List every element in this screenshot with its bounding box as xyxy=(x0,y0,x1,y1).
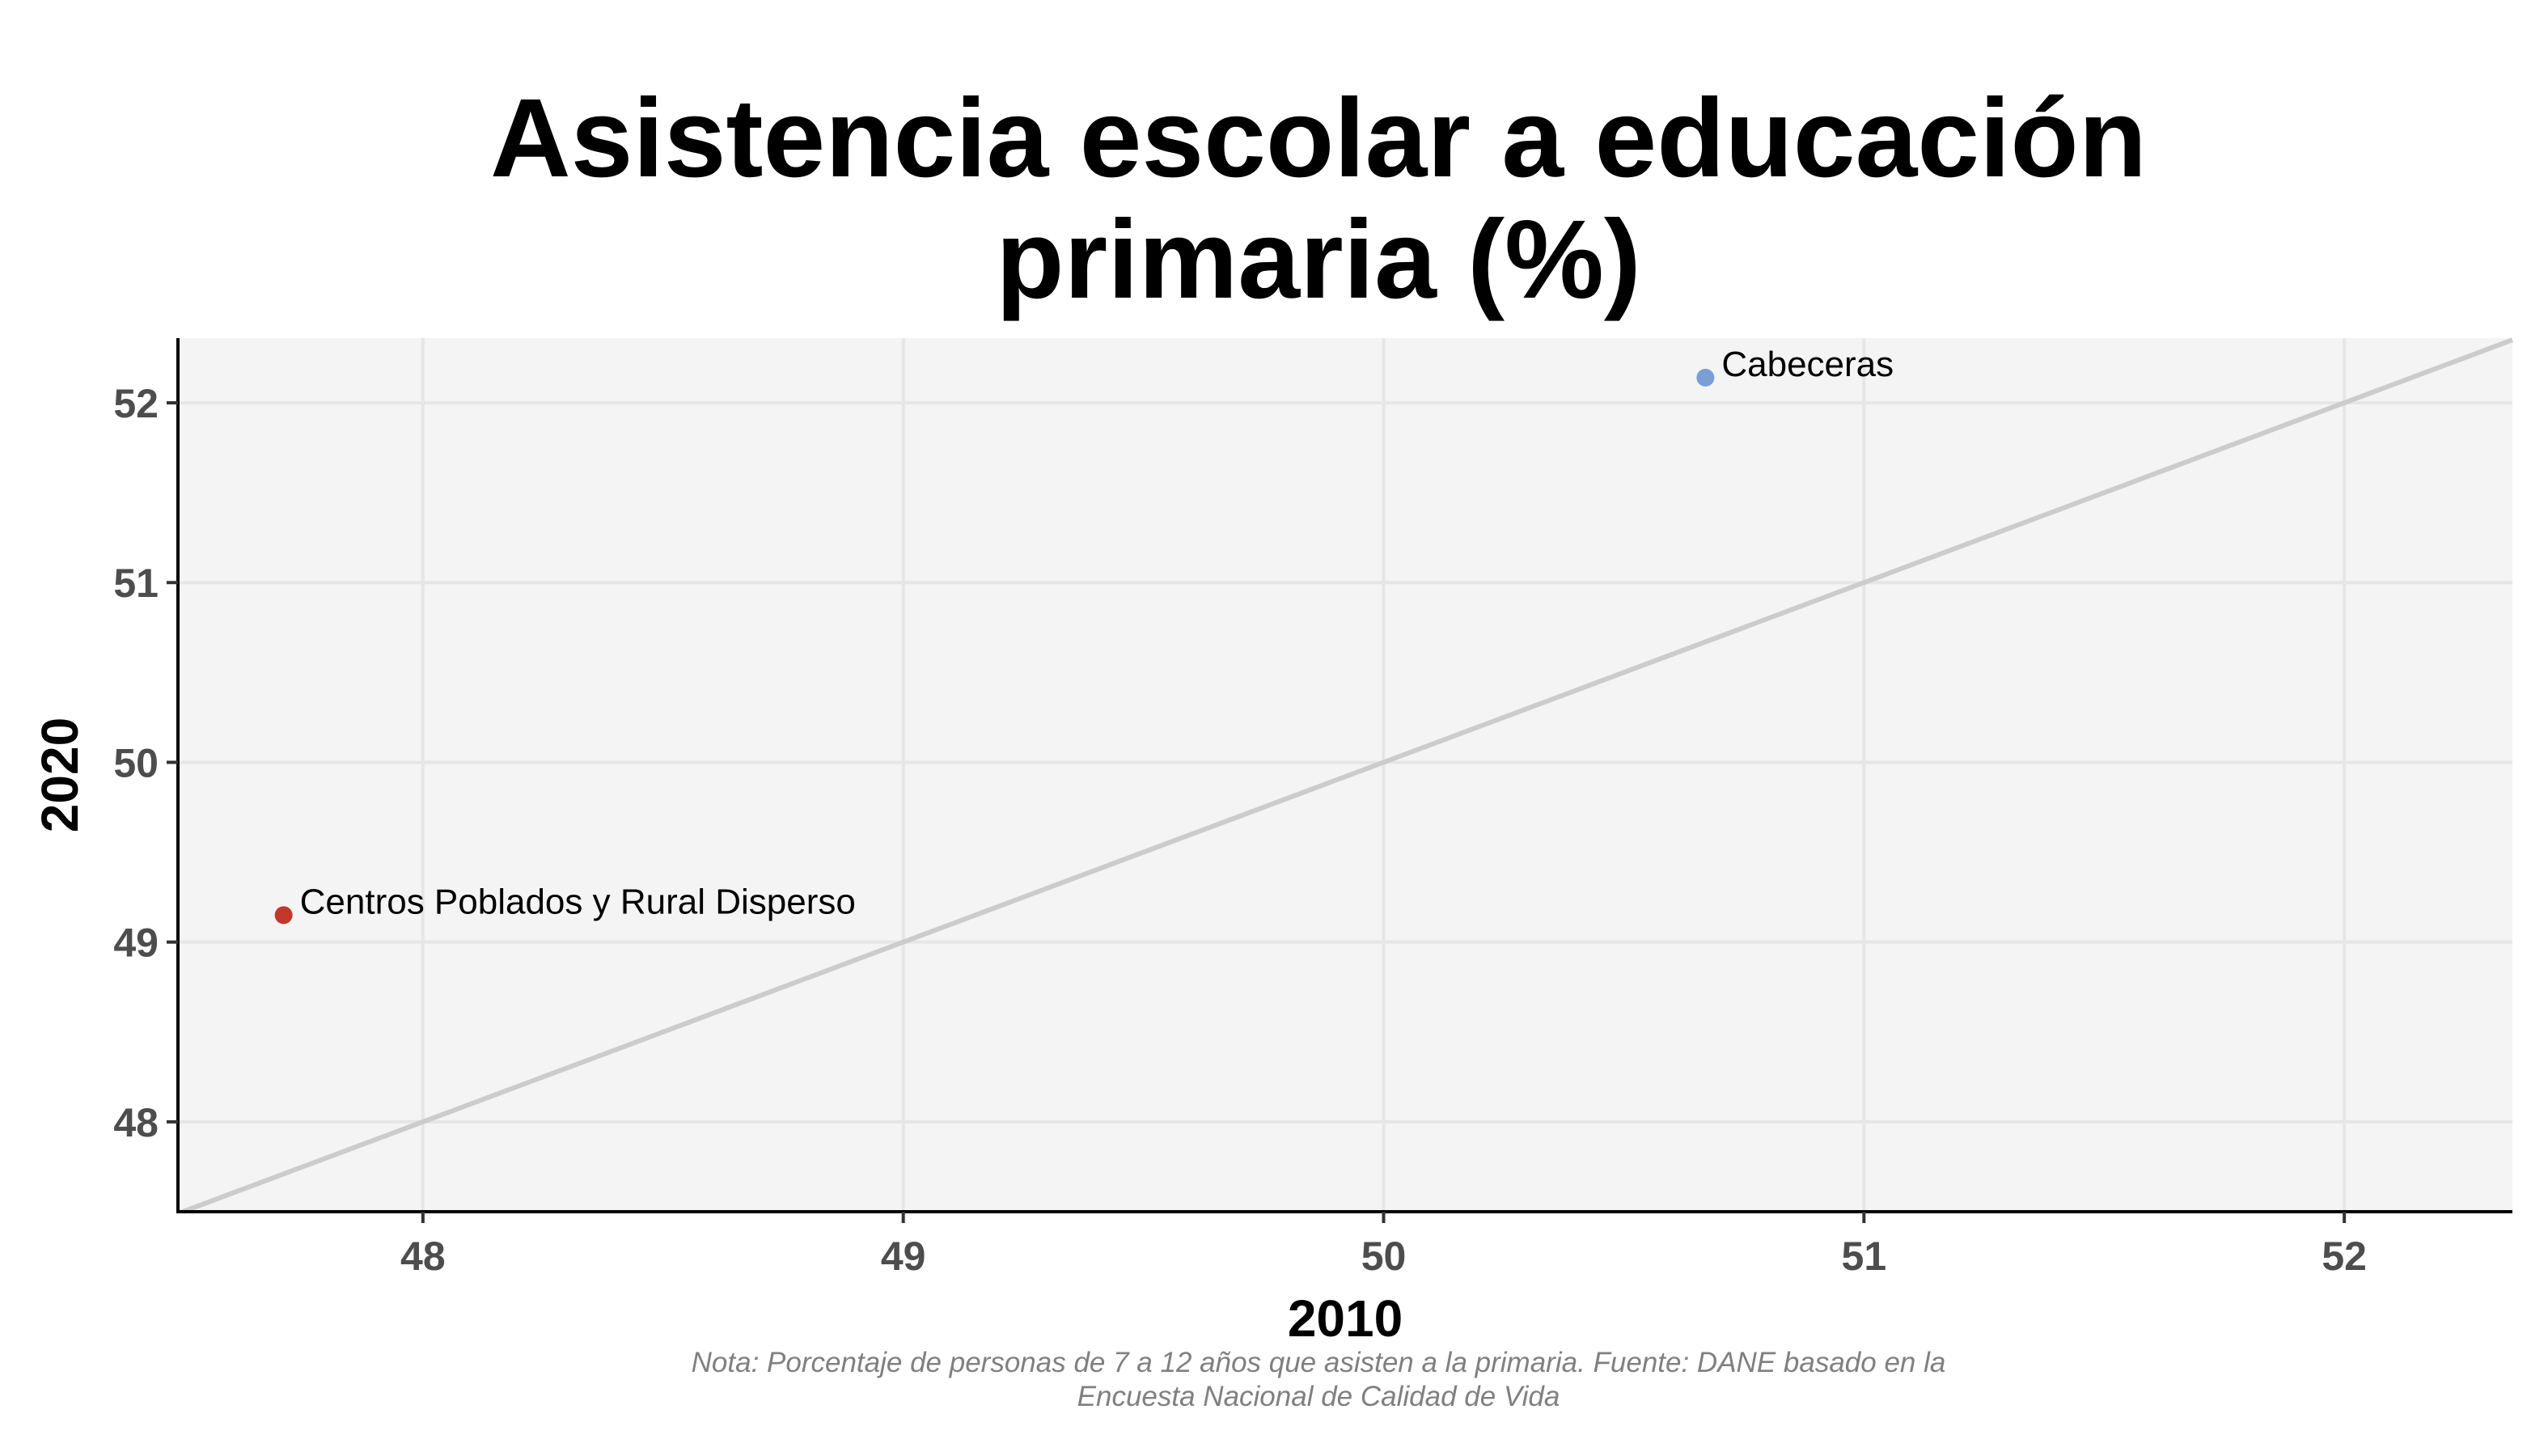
y-tick-label-48: 48 xyxy=(113,1100,159,1145)
y-axis-title: 2020 xyxy=(31,717,89,832)
chart-title-line-1: Asistencia escolar a educación xyxy=(490,76,2147,201)
data-point-0 xyxy=(1696,368,1715,387)
data-points: Cabeceras Centros Poblados y Rural Disper… xyxy=(274,345,1894,925)
x-tick-label-48: 48 xyxy=(400,1234,446,1279)
data-point-label-0: Cabeceras xyxy=(1721,345,1894,384)
y-tick-label-52: 52 xyxy=(113,381,159,426)
chart-note-line-1: Nota: Porcentaje de personas de 7 a 12 a… xyxy=(691,1347,1946,1378)
axes xyxy=(167,338,2512,1223)
grid-lines xyxy=(178,338,2512,1212)
y-tick-label-49: 49 xyxy=(113,921,159,966)
y-tick-label-50: 50 xyxy=(113,740,159,785)
chart-title-line-2: primaria (%) xyxy=(996,197,1641,322)
y-tick-label-51: 51 xyxy=(113,561,159,606)
x-tick-label-49: 49 xyxy=(881,1234,926,1279)
x-tick-label-51: 51 xyxy=(1842,1234,1887,1279)
tick-labels: 48 49 50 51 52 48 49 50 51 52 xyxy=(113,381,2367,1279)
data-point-label-1: Centros Poblados y Rural Disperso xyxy=(300,882,856,921)
x-tick-label-50: 50 xyxy=(1361,1234,1407,1279)
x-axis-title: 2010 xyxy=(1288,1289,1403,1348)
x-tick-label-52: 52 xyxy=(2322,1234,2367,1279)
data-point-1 xyxy=(274,906,293,925)
chart-note-line-2: Encuesta Nacional de Calidad de Vida xyxy=(1077,1381,1560,1412)
reference-line xyxy=(181,337,2514,1214)
